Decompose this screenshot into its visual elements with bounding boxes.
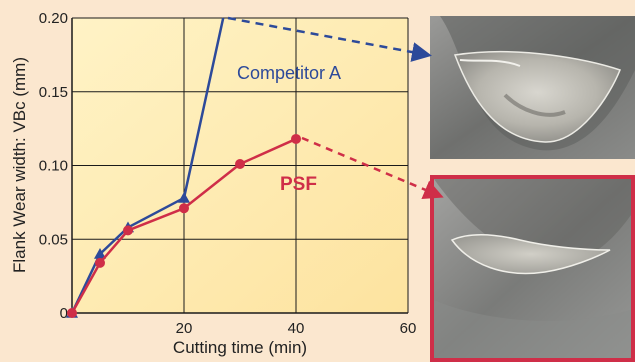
y-tick-label: 0.20 xyxy=(39,10,68,27)
psf-wear-photo xyxy=(430,175,635,362)
x-axis-title: Cutting time (min) xyxy=(173,338,307,357)
arrow-competitor-a xyxy=(227,16,432,62)
y-tick-label: 0.15 xyxy=(39,84,68,101)
series-line-1 xyxy=(70,137,297,314)
series-label-psf: PSF xyxy=(280,174,317,195)
data-point xyxy=(291,133,301,144)
data-point xyxy=(123,225,133,236)
series-label-competitor-a: Competitor A xyxy=(237,63,341,83)
y-tick-label: 0 xyxy=(60,305,68,322)
series-layer xyxy=(66,17,301,318)
data-point xyxy=(179,203,189,214)
competitor-a-wear-photo xyxy=(430,16,635,159)
data-point xyxy=(94,248,106,259)
data-point xyxy=(67,308,77,318)
x-tick-label: 60 xyxy=(400,320,417,337)
data-point xyxy=(95,257,105,268)
y-axis-ticks: 0 0.05 0.10 0.15 0.20 xyxy=(39,10,68,322)
x-axis-ticks: 20 40 60 xyxy=(176,320,417,337)
y-tick-label: 0.10 xyxy=(39,158,68,175)
data-point xyxy=(235,159,245,170)
data-point xyxy=(178,191,190,203)
x-tick-label: 20 xyxy=(176,320,193,337)
y-tick-label: 0.05 xyxy=(39,231,68,248)
x-tick-label: 40 xyxy=(288,320,305,337)
y-axis-title: Flank Wear width: VBc (mm) xyxy=(10,57,29,273)
